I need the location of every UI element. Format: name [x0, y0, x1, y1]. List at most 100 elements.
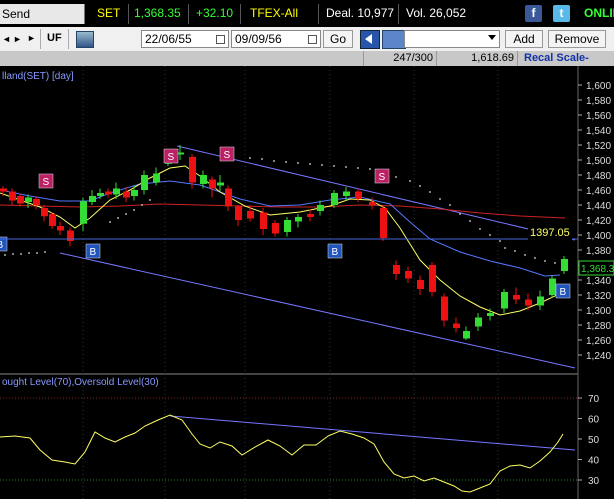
- candle[interactable]: [33, 199, 40, 205]
- candle[interactable]: [25, 197, 32, 203]
- calendar-icon[interactable]: [216, 35, 225, 44]
- send-feedback-button[interactable]: Send Feedback: [0, 4, 85, 41]
- candle[interactable]: [235, 206, 242, 221]
- candle[interactable]: [405, 271, 412, 279]
- buy-signal[interactable]: [85, 243, 101, 259]
- sell-signal[interactable]: [219, 146, 235, 162]
- remove-button[interactable]: Remove: [548, 30, 606, 48]
- candle[interactable]: [561, 259, 568, 271]
- sell-signal[interactable]: [374, 168, 390, 184]
- candle[interactable]: [453, 323, 460, 329]
- signal-label: B: [90, 247, 97, 258]
- go-button[interactable]: Go: [323, 30, 353, 48]
- candle[interactable]: [501, 292, 508, 309]
- candle[interactable]: [153, 173, 160, 183]
- candle[interactable]: [441, 296, 448, 321]
- candle[interactable]: [17, 196, 24, 204]
- candle[interactable]: [177, 152, 184, 155]
- uf-button[interactable]: UF: [47, 32, 62, 44]
- candle[interactable]: [525, 299, 532, 306]
- candle[interactable]: [513, 295, 520, 300]
- candle[interactable]: [217, 182, 224, 186]
- symbol-select[interactable]: [404, 30, 500, 48]
- add-button[interactable]: Add: [505, 30, 543, 48]
- arrow-right-icon[interactable]: ►: [13, 34, 22, 44]
- tfex-label[interactable]: TFEX-All: [250, 6, 298, 20]
- candle[interactable]: [307, 214, 314, 217]
- chart-icon[interactable]: [76, 31, 94, 48]
- sar-dot: [449, 204, 451, 206]
- candle[interactable]: [49, 214, 56, 226]
- signal-label: S: [379, 172, 386, 183]
- candle[interactable]: [295, 217, 302, 222]
- candle[interactable]: [393, 265, 400, 274]
- candle[interactable]: [89, 196, 96, 202]
- candle[interactable]: [537, 296, 544, 306]
- y-tick-label: 1,380: [586, 246, 611, 257]
- sar-dot: [429, 191, 431, 193]
- sar-dot: [36, 252, 38, 254]
- candle[interactable]: [41, 208, 48, 217]
- candle[interactable]: [380, 208, 387, 238]
- candle[interactable]: [549, 278, 556, 296]
- sar-dot: [261, 158, 263, 160]
- candle[interactable]: [317, 205, 324, 211]
- candle[interactable]: [141, 175, 148, 190]
- candle[interactable]: [260, 212, 267, 230]
- candle[interactable]: [272, 223, 279, 234]
- candle[interactable]: [463, 331, 470, 339]
- candle[interactable]: [0, 188, 7, 192]
- candle[interactable]: [67, 230, 74, 242]
- ma-mid-line: [0, 180, 561, 277]
- candle[interactable]: [80, 201, 87, 224]
- trendline-upper: [176, 145, 576, 241]
- candle[interactable]: [475, 317, 482, 327]
- candle[interactable]: [487, 313, 494, 316]
- candle[interactable]: [429, 265, 436, 292]
- candle[interactable]: [131, 190, 138, 196]
- candle[interactable]: [97, 193, 104, 196]
- candle[interactable]: [284, 220, 291, 232]
- candle[interactable]: [355, 191, 362, 200]
- rsi-tick-label: 60: [588, 415, 600, 426]
- price-chart[interactable]: lland(SET) [day] ought Level(70),Oversol…: [0, 66, 614, 499]
- buy-signal[interactable]: [555, 283, 571, 299]
- candle[interactable]: [209, 179, 216, 189]
- candle[interactable]: [9, 191, 16, 201]
- candle[interactable]: [200, 175, 207, 184]
- calendar-icon[interactable]: [308, 35, 317, 44]
- end-date-field[interactable]: 09/09/56: [231, 30, 321, 48]
- start-date-field[interactable]: 22/06/55: [141, 30, 229, 48]
- sar-dot: [249, 157, 251, 159]
- candle[interactable]: [331, 193, 338, 205]
- candle[interactable]: [57, 226, 64, 231]
- chart-title: lland(SET) [day]: [2, 71, 74, 82]
- candle[interactable]: [105, 191, 112, 195]
- sell-signal[interactable]: [38, 173, 54, 189]
- arrow-right-icon[interactable]: ►: [27, 33, 36, 43]
- sell-signal[interactable]: [163, 148, 179, 164]
- candle[interactable]: [225, 188, 232, 207]
- candle[interactable]: [247, 211, 254, 219]
- twitter-icon[interactable]: t: [553, 5, 570, 22]
- scale-mode[interactable]: Recal Scale-Line: [517, 51, 614, 79]
- sar-dot: [514, 250, 516, 252]
- online-status: ONLIN: [584, 6, 614, 20]
- candle[interactable]: [417, 280, 424, 289]
- candle[interactable]: [343, 191, 350, 197]
- divider: [40, 29, 41, 49]
- signal-label: S: [168, 152, 175, 163]
- folder-icon[interactable]: [382, 30, 406, 49]
- facebook-icon[interactable]: f: [525, 5, 542, 22]
- prev-icon[interactable]: [360, 30, 380, 49]
- candle[interactable]: [369, 202, 376, 205]
- candle[interactable]: [189, 157, 196, 183]
- candle[interactable]: [123, 191, 130, 198]
- toolbar: ◄ ► ► UF 22/06/55 09/09/56 Go Add Remove: [0, 27, 614, 52]
- arrow-left-icon[interactable]: ◄: [2, 34, 11, 44]
- sar-dot: [524, 254, 526, 256]
- candle[interactable]: [113, 188, 120, 195]
- buy-signal[interactable]: [327, 243, 343, 259]
- quote-bar: Send Feedback SET 1,368.35 +32.10 TFEX-A…: [0, 0, 614, 41]
- buy-signal[interactable]: [0, 236, 8, 252]
